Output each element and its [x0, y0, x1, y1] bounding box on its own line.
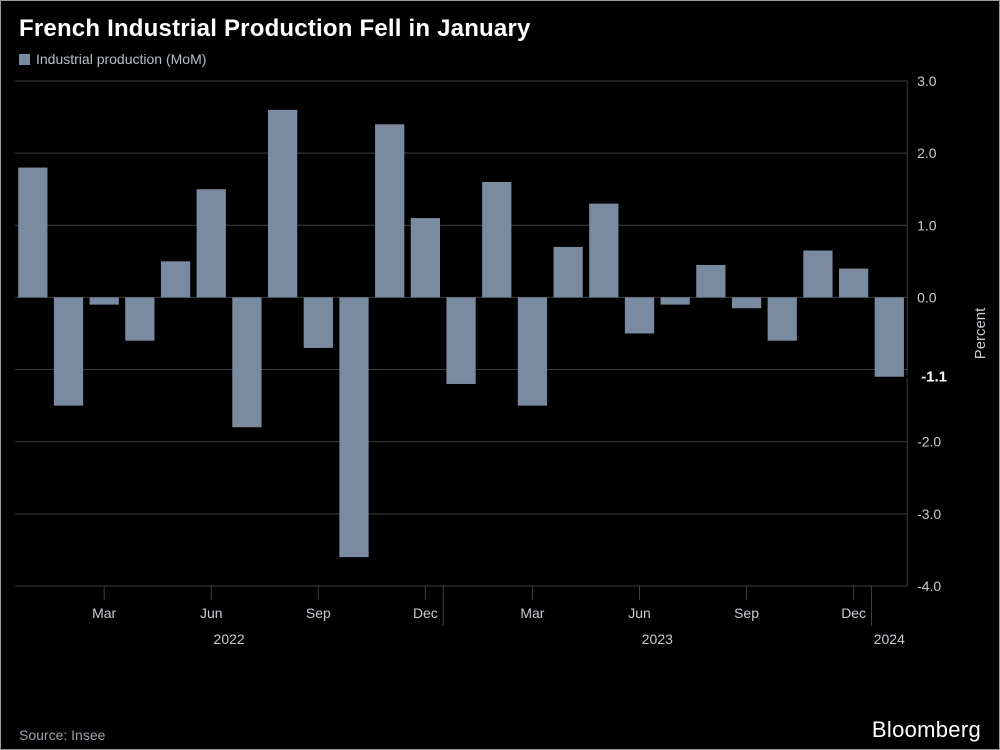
bar: [553, 247, 582, 297]
bar: [197, 189, 226, 297]
svg-text:Sep: Sep: [734, 605, 759, 621]
bar: [589, 204, 618, 298]
bar: [803, 251, 832, 298]
bar: [696, 265, 725, 297]
svg-text:Sep: Sep: [306, 605, 331, 621]
bar: [839, 269, 868, 298]
bar: [482, 182, 511, 297]
legend: Industrial production (MoM): [1, 49, 999, 75]
svg-text:3.0: 3.0: [917, 75, 937, 89]
bar: [232, 297, 261, 427]
bar: [375, 124, 404, 297]
svg-text:1.0: 1.0: [917, 217, 937, 233]
bar: [732, 297, 761, 308]
svg-text:Jun: Jun: [200, 605, 223, 621]
svg-text:-3.0: -3.0: [917, 506, 941, 522]
svg-text:Mar: Mar: [92, 605, 116, 621]
chart-frame: French Industrial Production Fell in Jan…: [0, 0, 1000, 750]
title-bar: French Industrial Production Fell in Jan…: [1, 1, 999, 49]
svg-text:-4.0: -4.0: [917, 578, 941, 594]
bar: [446, 297, 475, 384]
source-text: Source: Insee: [19, 727, 105, 743]
bar: [661, 297, 690, 304]
footer: Source: Insee Bloomberg: [1, 709, 999, 749]
svg-text:Mar: Mar: [520, 605, 544, 621]
svg-text:2.0: 2.0: [917, 145, 937, 161]
bar: [161, 261, 190, 297]
svg-text:2022: 2022: [214, 631, 245, 647]
bar: [304, 297, 333, 347]
bar: [339, 297, 368, 557]
svg-text:-1.1: -1.1: [921, 369, 947, 386]
bar-chart: -4.0-3.0-2.0-1.00.01.02.03.0PercentMarJu…: [1, 75, 999, 670]
legend-swatch: [19, 54, 30, 65]
bar: [18, 168, 47, 298]
svg-text:Percent: Percent: [972, 307, 989, 359]
bar: [125, 297, 154, 340]
svg-text:Dec: Dec: [413, 605, 438, 621]
bar: [268, 110, 297, 298]
chart-area: -4.0-3.0-2.0-1.00.01.02.03.0PercentMarJu…: [1, 75, 999, 709]
svg-text:-2.0: -2.0: [917, 434, 941, 450]
svg-text:Jun: Jun: [628, 605, 651, 621]
svg-text:0.0: 0.0: [917, 289, 937, 305]
bar: [90, 297, 119, 304]
svg-text:2023: 2023: [642, 631, 673, 647]
bar: [411, 218, 440, 297]
chart-title: French Industrial Production Fell in Jan…: [19, 15, 981, 43]
bar: [625, 297, 654, 333]
bar: [768, 297, 797, 340]
bar: [54, 297, 83, 405]
svg-text:Dec: Dec: [841, 605, 866, 621]
legend-label: Industrial production (MoM): [36, 51, 206, 67]
bar: [875, 297, 904, 376]
bar: [518, 297, 547, 405]
svg-text:2024: 2024: [874, 631, 905, 647]
brand-wordmark: Bloomberg: [872, 717, 981, 743]
